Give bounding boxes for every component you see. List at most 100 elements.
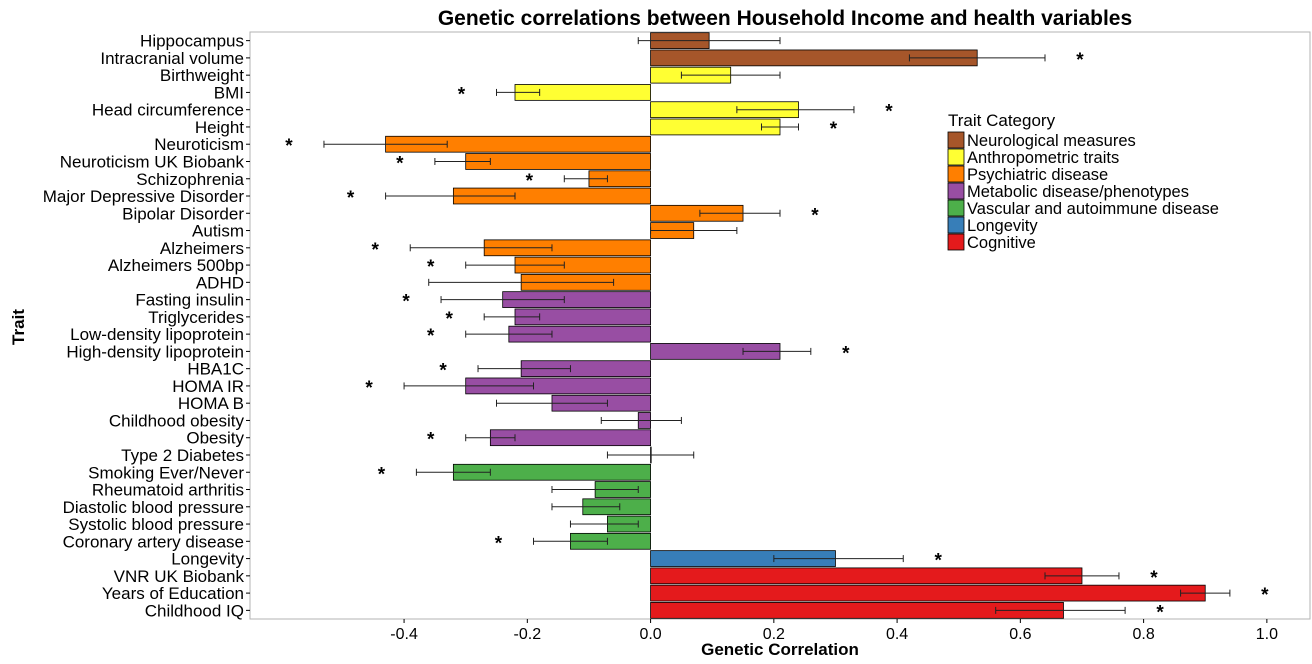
significance-star-schizophrenia: * (526, 171, 534, 192)
x-tick-label-2: 0.0 (639, 626, 661, 643)
y-tick-label-adhd: ADHD (196, 273, 244, 292)
error-bar-systolic-blood-pressure (569, 520, 639, 528)
significance-star-childhood-iq: * (1156, 602, 1164, 623)
y-tick-label-alzheimers: Alzheimers (160, 239, 244, 258)
y-tick-label-smoking-ever-never: Smoking Ever/Never (88, 463, 244, 482)
significance-star-obesity: * (427, 430, 435, 451)
y-tick-label-schizophrenia: Schizophrenia (136, 170, 244, 189)
legend-swatch-anthropometric-traits (947, 148, 965, 166)
bar-height (650, 118, 781, 136)
significance-star-fasting-insulin: * (402, 292, 410, 313)
error-bar-bmi (496, 88, 541, 96)
significance-star-alzheimers-500bp: * (427, 257, 435, 278)
error-bar-triglycerides (483, 313, 541, 321)
y-tick-label-systolic-blood-pressure: Systolic blood pressure (68, 515, 244, 534)
error-bar-low-density-lipoprotein (465, 330, 553, 338)
error-bar-obesity (465, 434, 516, 442)
y-tick-label-coronary-artery-disease: Coronary artery disease (63, 532, 244, 551)
significance-star-bmi: * (458, 84, 466, 105)
legend-label-anthropometric-traits: Anthropometric traits (967, 149, 1119, 167)
x-axis-title: Genetic Correlation (701, 640, 859, 659)
x-tick-label-1: -0.2 (514, 626, 542, 643)
y-tick-label-vnr-uk-biobank: VNR UK Biobank (114, 567, 245, 586)
y-tick-label-hba1c: HBA1C (187, 360, 244, 379)
legend-label-metabolic-disease-phenotypes: Metabolic disease/phenotypes (967, 183, 1189, 201)
error-bar-alzheimers-500bp (465, 261, 565, 269)
significance-star-smoking-ever-never: * (378, 464, 386, 485)
bar-neuroticism-uk-biobank (465, 153, 651, 170)
significance-star-intracranial-volume: * (1076, 50, 1084, 71)
y-tick-label-homa-ir: HOMA IR (172, 377, 244, 396)
legend-swatch-vascular-and-autoimmune-disease (947, 199, 965, 217)
bar-vnr-uk-biobank (650, 567, 1083, 585)
error-bar-coronary-artery-disease (532, 537, 608, 545)
error-bar-hba1c (477, 365, 571, 373)
significance-star-neuroticism-uk-biobank: * (396, 153, 404, 174)
y-tick-label-neuroticism-uk-biobank: Neuroticism UK Biobank (60, 152, 245, 171)
error-bar-autism (650, 227, 738, 235)
error-bar-years-of-education (1180, 589, 1231, 597)
y-tick-label-high-density-lipoprotein: High-density lipoprotein (66, 342, 244, 361)
significance-star-high-density-lipoprotein: * (842, 343, 850, 364)
y-tick-label-hippocampus: Hippocampus (140, 32, 244, 51)
y-tick-label-triglycerides: Triglycerides (148, 308, 244, 327)
error-bar-intracranial-volume (908, 54, 1046, 62)
error-bar-homa-b (496, 399, 608, 407)
plot-panel (249, 31, 1311, 620)
legend-swatch-psychiatric-disease (947, 165, 965, 183)
x-tick-label-0: -0.4 (390, 626, 418, 643)
legend-label-longevity: Longevity (967, 217, 1038, 235)
significance-star-neuroticism: * (285, 136, 293, 157)
error-bar-hippocampus (637, 37, 781, 45)
y-tick-label-birthweight: Birthweight (160, 66, 244, 85)
significance-star-vnr-uk-biobank: * (1150, 568, 1158, 589)
error-bar-longevity (773, 555, 904, 563)
legend-title: Trait Category (948, 111, 1056, 130)
y-tick-label-childhood-iq: Childhood IQ (145, 601, 244, 620)
significance-star-years-of-education: * (1261, 585, 1269, 606)
error-bar-bipolar-disorder (699, 209, 781, 217)
x-tick-label-4: 0.4 (886, 626, 908, 643)
error-bar-diastolic-blood-pressure (551, 503, 621, 511)
x-tick-label-6: 0.8 (1132, 626, 1154, 643)
y-tick-label-obesity: Obesity (186, 429, 244, 448)
error-bar-major-depressive-disorder (385, 192, 516, 200)
y-tick-label-longevity: Longevity (171, 550, 244, 569)
y-tick-label-neuroticism: Neuroticism (154, 135, 244, 154)
y-tick-label-low-density-lipoprotein: Low-density lipoprotein (70, 325, 244, 344)
y-tick-label-bipolar-disorder: Bipolar Disorder (122, 204, 244, 223)
y-tick-label-autism: Autism (192, 222, 244, 241)
legend-label-vascular-and-autoimmune-disease: Vascular and autoimmune disease (967, 200, 1219, 218)
y-tick-label-major-depressive-disorder: Major Depressive Disorder (43, 187, 245, 206)
x-tick-label-7: 1.0 (1256, 626, 1278, 643)
legend-label-psychiatric-disease: Psychiatric disease (967, 166, 1108, 184)
error-bar-neuroticism-uk-biobank (434, 157, 491, 165)
error-bar-fasting-insulin (440, 296, 565, 304)
y-tick-label-type-2-diabetes: Type 2 Diabetes (121, 446, 244, 465)
significance-star-low-density-lipoprotein: * (427, 326, 435, 347)
y-tick-label-rheumatoid-arthritis: Rheumatoid arthritis (92, 481, 244, 500)
significance-star-hba1c: * (439, 361, 447, 382)
y-tick-label-alzheimers-500bp: Alzheimers 500bp (108, 256, 244, 275)
bar-years-of-education (650, 584, 1206, 602)
legend-swatch-cognitive (947, 233, 965, 251)
legend-label-cognitive: Cognitive (967, 234, 1036, 252)
chart-title: Genetic correlations between Household I… (438, 7, 1132, 30)
error-bar-type-2-diabetes (606, 451, 695, 459)
significance-star-alzheimers: * (372, 240, 380, 261)
error-bar-childhood-iq (995, 606, 1126, 614)
error-bar-vnr-uk-biobank (1044, 572, 1120, 580)
significance-star-coronary-artery-disease: * (495, 533, 503, 554)
y-tick-label-years-of-education: Years of Education (102, 584, 244, 603)
y-tick-label-height: Height (195, 118, 244, 137)
significance-star-triglycerides: * (445, 309, 453, 330)
significance-star-homa-ir: * (365, 378, 373, 399)
y-tick-label-childhood-obesity: Childhood obesity (109, 411, 245, 430)
y-tick-label-homa-b: HOMA B (178, 394, 244, 413)
y-tick-label-head-circumference: Head circumference (92, 101, 244, 120)
error-bar-head-circumference (736, 106, 855, 114)
error-bar-schizophrenia (563, 175, 608, 183)
y-tick-label-intracranial-volume: Intracranial volume (100, 49, 244, 68)
significance-star-bipolar-disorder: * (811, 205, 819, 226)
